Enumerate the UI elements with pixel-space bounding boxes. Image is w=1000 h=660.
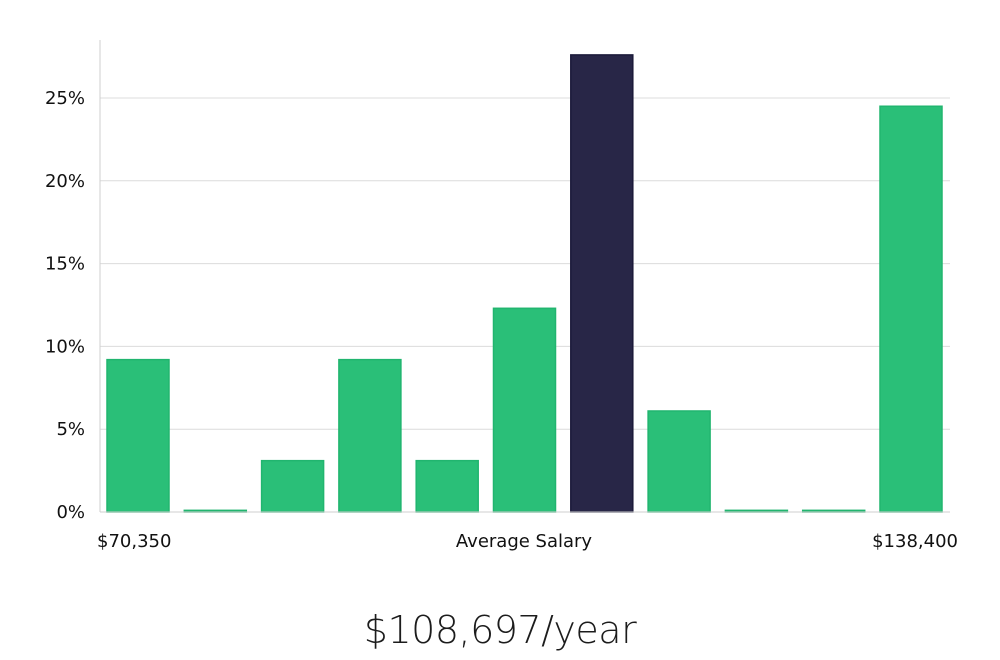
bar <box>647 410 711 513</box>
bar <box>415 459 479 513</box>
bar <box>106 358 170 513</box>
bar <box>492 307 557 513</box>
y-tick-labels: 0% 5% 10% 15% 20% 25% <box>45 88 85 523</box>
y-tick-label: 0% <box>56 502 85 523</box>
bar <box>879 105 943 513</box>
bar <box>338 358 402 513</box>
bar-highlight <box>570 54 634 513</box>
y-tick-label: 15% <box>45 254 85 275</box>
y-tick-label: 25% <box>45 88 85 109</box>
average-salary-value: $108,697/year <box>363 608 637 652</box>
y-tick-label: 5% <box>56 419 85 440</box>
x-axis-title: Average Salary <box>456 531 593 552</box>
bars <box>106 54 943 513</box>
y-tick-label: 10% <box>45 336 85 357</box>
x-min-label: $70,350 <box>97 531 171 552</box>
y-tick-label: 20% <box>45 171 85 192</box>
axes <box>99 40 950 513</box>
x-axis-labels: $70,350 Average Salary $138,400 <box>97 531 958 552</box>
grid-lines <box>100 97 950 430</box>
x-max-label: $138,400 <box>872 531 958 552</box>
bar <box>260 459 325 513</box>
